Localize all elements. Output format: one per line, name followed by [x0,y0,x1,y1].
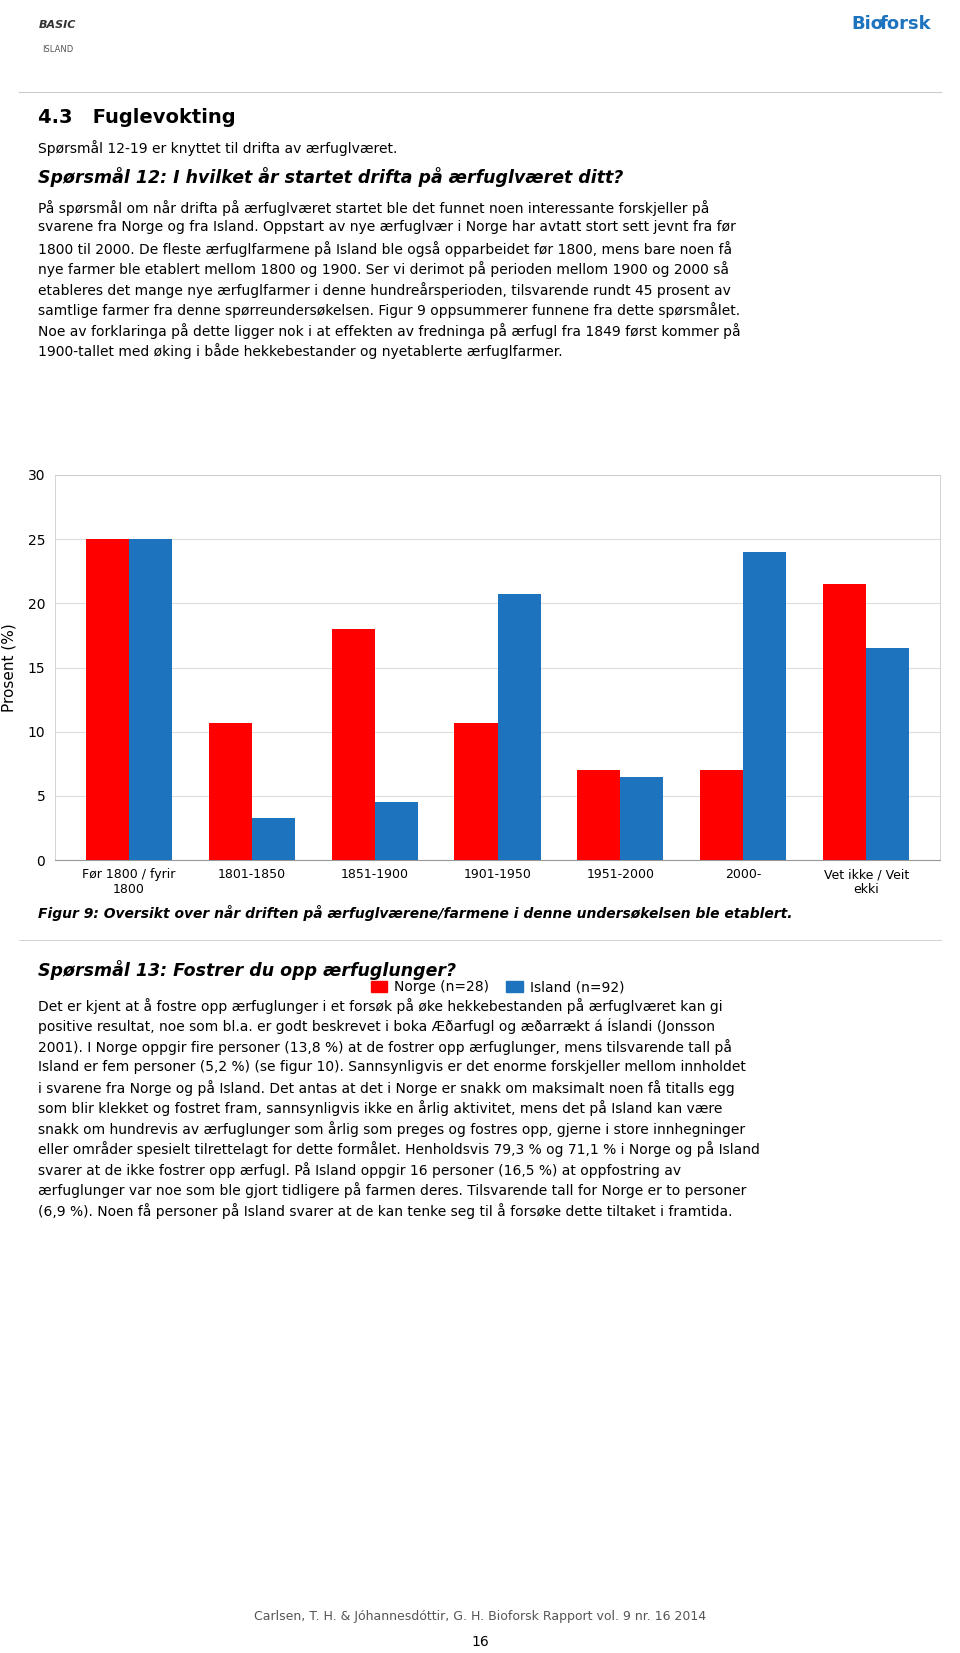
Bar [252,818,295,860]
Text: 2001). I Norge oppgir fire personer (13,8 %) at de fostrer opp ærfuglunger, mens: 2001). I Norge oppgir fire personer (13,… [38,1040,732,1055]
Text: forsk: forsk [879,15,931,33]
Text: 16: 16 [471,1635,489,1650]
Text: Spørsmål 12-19 er knyttet til drifta av ærfuglværet.: Spørsmål 12-19 er knyttet til drifta av … [38,141,397,155]
Text: nye farmer ble etablert mellom 1800 og 1900. Ser vi derimot på perioden mellom 1: nye farmer ble etablert mellom 1800 og 1… [38,261,730,278]
Text: etableres det mange nye ærfuglfarmer i denne hundreårsperioden, tilsvarende rund: etableres det mange nye ærfuglfarmer i d… [38,283,732,298]
Bar [824,584,866,860]
Text: 1900-tallet med øking i både hekkebestander og nyetablerte ærfuglfarmer.: 1900-tallet med øking i både hekkebestan… [38,344,563,359]
Y-axis label: Prosent (%): Prosent (%) [2,623,16,712]
Text: 4.3   Fuglevokting: 4.3 Fuglevokting [38,107,236,127]
Text: Spørsmål 13: Fostrer du opp ærfuglunger?: Spørsmål 13: Fostrer du opp ærfuglunger? [38,960,457,980]
Text: BASIC: BASIC [39,20,76,30]
Text: 1800 til 2000. De fleste ærfuglfarmene på Island ble også opparbeidet før 1800, : 1800 til 2000. De fleste ærfuglfarmene p… [38,241,732,256]
Bar [454,722,497,860]
Bar [497,595,540,860]
Bar [620,777,663,860]
Text: Figur 9: Oversikt over når driften på ærfuglværene/farmene i denne undersøkelsen: Figur 9: Oversikt over når driften på ær… [38,904,793,921]
Legend: Norge (n=28), Island (n=92): Norge (n=28), Island (n=92) [365,975,630,1000]
Text: Noe av forklaringa på dette ligger nok i at effekten av fredninga på ærfugl fra : Noe av forklaringa på dette ligger nok i… [38,322,741,339]
Text: eller områder spesielt tilrettelagt for dette formålet. Henholdsvis 79,3 % og 71: eller områder spesielt tilrettelagt for … [38,1142,760,1157]
Text: Carlsen, T. H. & Jóhannesdóttir, G. H. Bioforsk Rapport vol. 9 nr. 16 2014: Carlsen, T. H. & Jóhannesdóttir, G. H. B… [254,1610,706,1623]
Bar [129,539,172,860]
Text: ærfuglunger var noe som ble gjort tidligere på farmen deres. Tilsvarende tall fo: ærfuglunger var noe som ble gjort tidlig… [38,1182,747,1198]
Bar [331,630,374,860]
Text: Bio: Bio [852,15,883,33]
Text: Island er fem personer (5,2 %) (se figur 10). Sannsynligvis er det enorme forskj: Island er fem personer (5,2 %) (se figur… [38,1060,746,1073]
Text: positive resultat, noe som bl.a. er godt beskrevet i boka Æðarfugl og æðarrækt á: positive resultat, noe som bl.a. er godt… [38,1018,715,1035]
Bar [85,539,129,860]
Text: i svarene fra Norge og på Island. Det antas at det i Norge er snakk om maksimalt: i svarene fra Norge og på Island. Det an… [38,1079,735,1096]
Text: Spørsmål 12: I hvilket år startet drifta på ærfuglværet ditt?: Spørsmål 12: I hvilket år startet drifta… [38,167,624,187]
Bar [374,802,418,860]
Text: svarene fra Norge og fra Island. Oppstart av nye ærfuglvær i Norge har avtatt st: svarene fra Norge og fra Island. Oppstar… [38,220,736,235]
Bar [700,770,743,860]
Bar [577,770,620,860]
Text: snakk om hundrevis av ærfuglunger som årlig som preges og fostres opp, gjerne i : snakk om hundrevis av ærfuglunger som år… [38,1121,746,1137]
Text: (6,9 %). Noen få personer på Island svarer at de kan tenke seg til å forsøke det: (6,9 %). Noen få personer på Island svar… [38,1203,732,1218]
Text: På spørsmål om når drifta på ærfuglværet startet ble det funnet noen interessant: På spørsmål om når drifta på ærfuglværet… [38,200,709,217]
Text: Det er kjent at å fostre opp ærfuglunger i et forsøk på øke hekkebestanden på ær: Det er kjent at å fostre opp ærfuglunger… [38,998,723,1013]
Bar [743,552,786,860]
Bar [866,648,909,860]
Text: ISLAND: ISLAND [42,45,73,55]
Text: samtlige farmer fra denne spørreundersøkelsen. Figur 9 oppsummerer funnene fra d: samtlige farmer fra denne spørreundersøk… [38,302,740,319]
Bar [208,722,252,860]
Text: som blir klekket og fostret fram, sannsynligvis ikke en årlig aktivitet, mens de: som blir klekket og fostret fram, sannsy… [38,1101,723,1116]
Text: svarer at de ikke fostrer opp ærfugl. På Island oppgir 16 personer (16,5 %) at o: svarer at de ikke fostrer opp ærfugl. På… [38,1162,682,1179]
